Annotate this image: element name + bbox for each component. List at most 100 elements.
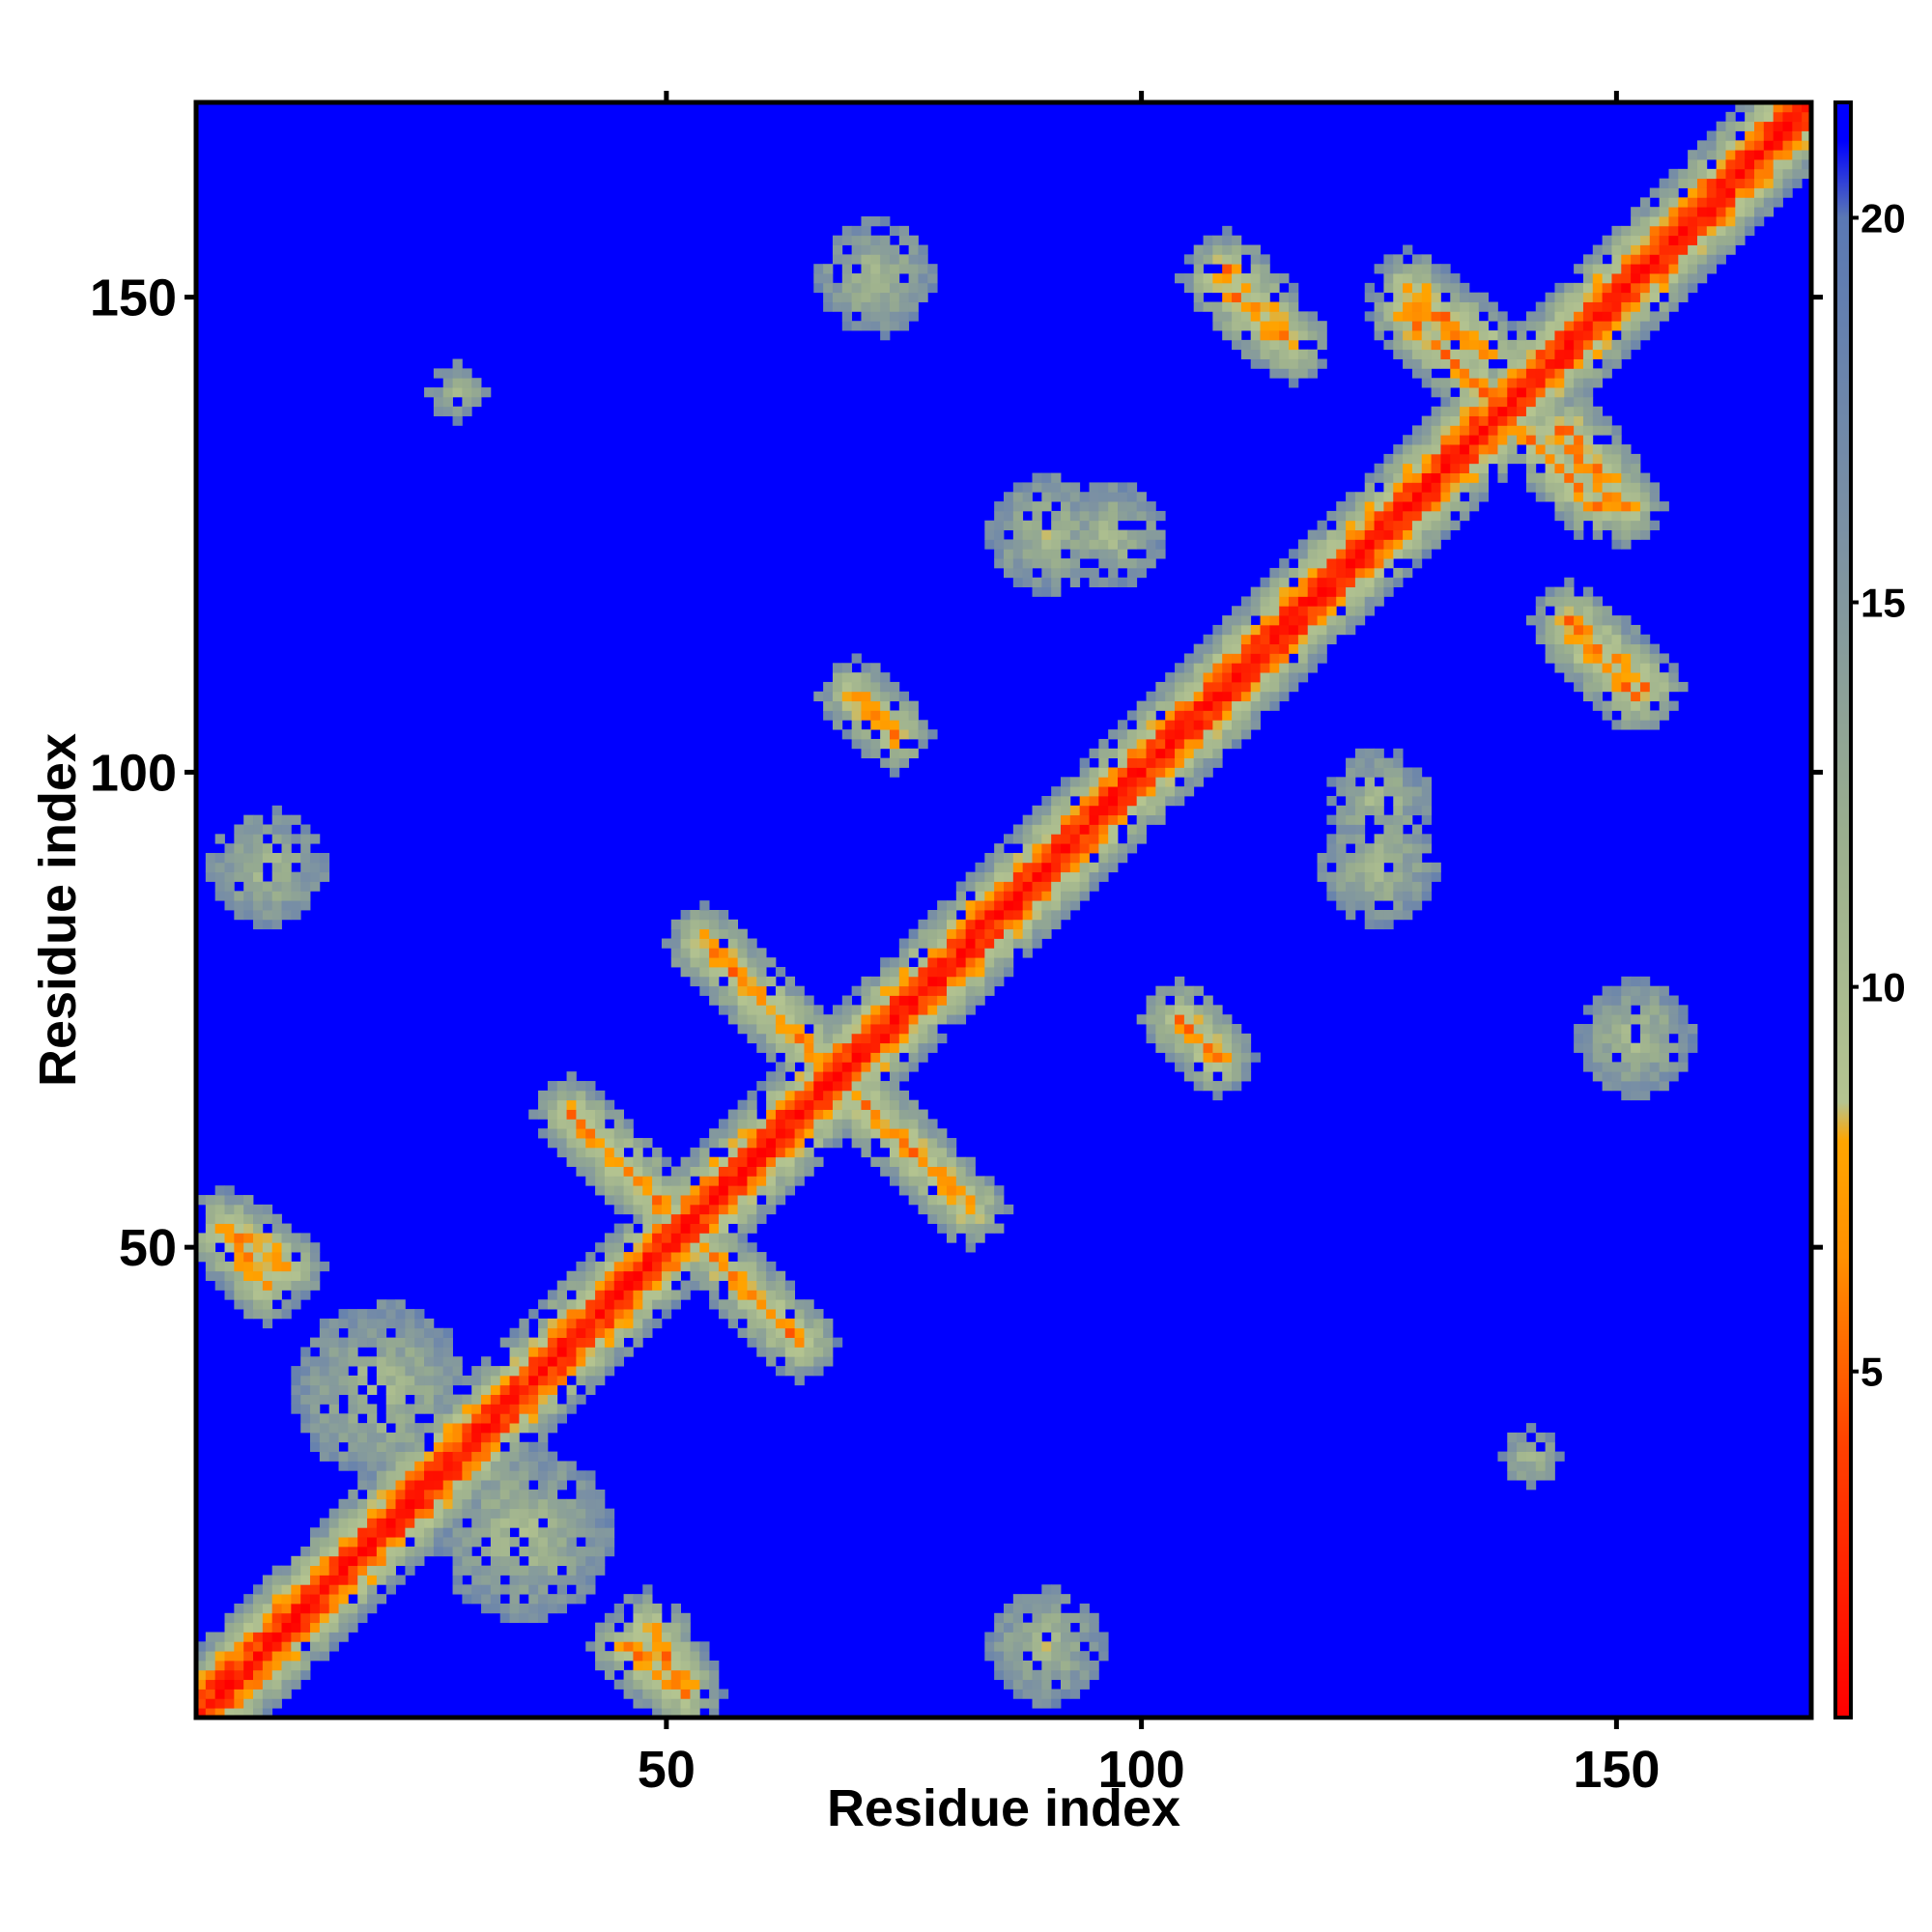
heatmap-cell — [946, 1233, 957, 1243]
heatmap-cell — [1022, 1603, 1033, 1614]
heatmap-cell — [1488, 396, 1498, 408]
heatmap-cell — [1012, 824, 1024, 835]
heatmap-cell — [1639, 1014, 1651, 1025]
heatmap-cell — [889, 757, 900, 768]
heatmap-cell — [642, 1280, 653, 1291]
heatmap-cell — [1545, 482, 1555, 493]
heatmap-cell — [1564, 643, 1575, 654]
heatmap-cell — [1079, 567, 1090, 579]
heatmap-cell — [1004, 881, 1014, 892]
heatmap-cell — [1279, 586, 1290, 597]
heatmap-cell — [566, 1280, 577, 1291]
heatmap-cell — [291, 1299, 301, 1310]
heatmap-cell — [1118, 748, 1128, 759]
heatmap-cell — [1517, 1451, 1527, 1462]
heatmap-cell — [1175, 757, 1185, 768]
heatmap-cell — [462, 368, 472, 379]
heatmap-cell — [898, 264, 910, 274]
heatmap-cell — [1611, 482, 1622, 493]
heatmap-cell — [433, 1546, 444, 1557]
heatmap-cell — [870, 672, 881, 683]
heatmap-cell — [1061, 805, 1071, 816]
heatmap-cell — [1297, 615, 1309, 626]
heatmap-cell — [1354, 843, 1366, 854]
heatmap-cell — [300, 1233, 311, 1243]
heatmap-cell — [652, 1651, 663, 1662]
heatmap-cell — [1354, 567, 1366, 579]
heatmap-cell — [1659, 254, 1669, 265]
heatmap-cell — [946, 1138, 957, 1149]
heatmap-cell — [1659, 187, 1669, 198]
heatmap-cell — [243, 1195, 254, 1206]
heatmap-cell — [1289, 292, 1299, 302]
heatmap-cell — [1678, 254, 1689, 265]
heatmap-cell — [481, 1441, 492, 1453]
heatmap-cell — [699, 919, 710, 930]
heatmap-cell — [870, 254, 881, 265]
heatmap-cell — [1155, 995, 1166, 1006]
heatmap-cell — [1478, 435, 1489, 445]
heatmap-cell — [737, 1261, 748, 1272]
heatmap-cell — [1478, 492, 1489, 502]
heatmap-cell — [310, 1527, 321, 1538]
heatmap-cell — [385, 1309, 396, 1320]
heatmap-cell — [1032, 834, 1042, 844]
heatmap-cell — [870, 244, 881, 255]
heatmap-cell — [1232, 634, 1242, 645]
heatmap-cell — [395, 1480, 406, 1491]
heatmap-cell — [462, 1594, 472, 1605]
heatmap-cell — [1317, 321, 1327, 331]
heatmap-cell — [1649, 207, 1661, 217]
heatmap-cell — [234, 862, 244, 873]
heatmap-cell — [1364, 292, 1375, 302]
heatmap-cell — [898, 1005, 910, 1015]
heatmap-cell — [1497, 396, 1508, 408]
heatmap-cell — [1411, 501, 1423, 512]
heatmap-cell — [747, 938, 757, 949]
heatmap-cell — [1022, 919, 1033, 930]
heatmap-cell — [1602, 1014, 1612, 1025]
heatmap-cell — [804, 1042, 814, 1053]
heatmap-cell — [1602, 482, 1612, 493]
heatmap-cell — [547, 1356, 558, 1367]
heatmap-cell — [1574, 606, 1584, 616]
heatmap-cell — [1488, 330, 1498, 341]
heatmap-cell — [756, 1176, 767, 1186]
heatmap-cell — [642, 1689, 653, 1699]
heatmap-cell — [1183, 273, 1195, 284]
heatmap-cell — [975, 1204, 985, 1215]
heatmap-cell — [1012, 539, 1024, 550]
heatmap-cell — [1155, 1024, 1166, 1035]
heatmap-cell — [1611, 444, 1622, 455]
heatmap-cell — [234, 1612, 244, 1624]
heatmap-cell — [1165, 1014, 1176, 1025]
heatmap-cell — [253, 1708, 264, 1719]
heatmap-cell — [1203, 710, 1213, 721]
heatmap-cell — [1639, 321, 1651, 331]
heatmap-cell — [851, 729, 862, 740]
heatmap-cell — [1089, 539, 1099, 550]
heatmap-cell — [566, 1555, 577, 1567]
heatmap-cell — [937, 1014, 948, 1025]
heatmap-cell — [1649, 691, 1661, 702]
heatmap-cell — [1631, 492, 1641, 502]
heatmap-cell — [281, 1565, 292, 1576]
heatmap-cell — [1497, 435, 1508, 445]
heatmap-cell — [471, 1489, 482, 1500]
heatmap-cell — [965, 967, 976, 978]
heatmap-cell — [794, 1005, 805, 1015]
heatmap-cell — [870, 1156, 881, 1167]
heatmap-cell — [699, 1156, 710, 1167]
heatmap-cell — [775, 1270, 786, 1281]
heatmap-cell — [1403, 472, 1413, 483]
heatmap-cell — [499, 1470, 510, 1481]
heatmap-cell — [234, 834, 244, 844]
heatmap-cell — [1079, 824, 1090, 835]
heatmap-cell — [1460, 387, 1470, 398]
heatmap-cell — [633, 1603, 643, 1614]
heatmap-cell — [566, 1119, 577, 1129]
heatmap-cell — [490, 1480, 501, 1491]
heatmap-cell — [328, 1575, 339, 1585]
heatmap-cell — [547, 1546, 558, 1557]
heatmap-cell — [1725, 216, 1736, 227]
